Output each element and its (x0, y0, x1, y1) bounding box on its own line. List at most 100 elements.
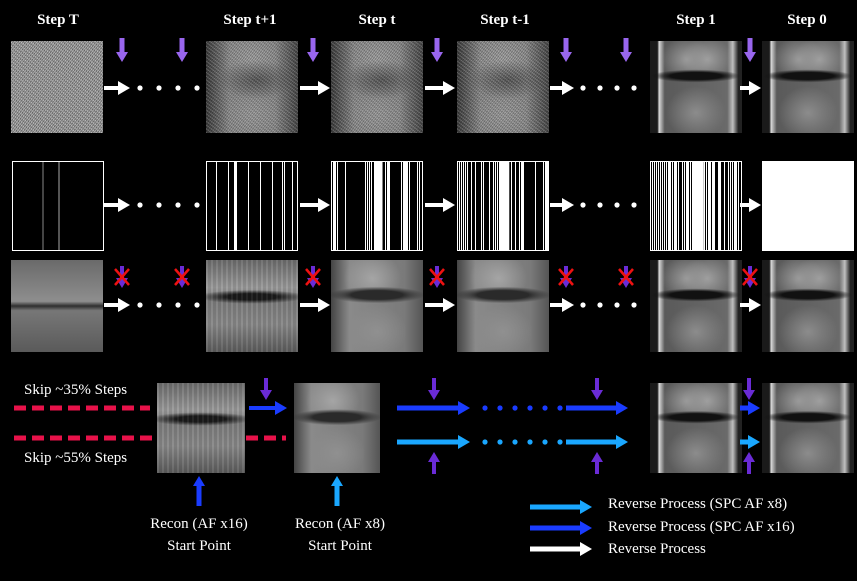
row4-purple-up-c-head (743, 452, 755, 462)
row1-arrow-d-head (562, 81, 574, 95)
legend-light-arrow-head (580, 500, 592, 514)
row4-blue-arrow-c-head (616, 401, 628, 415)
row3-arrow-e-head (749, 298, 761, 312)
row3-dot (631, 302, 637, 308)
mask-line (272, 162, 273, 250)
mask-line (467, 162, 468, 250)
row2-dot (597, 202, 603, 208)
row4-blue-arrow-b-head (458, 401, 470, 415)
row2-arrow-d-head (562, 198, 574, 212)
mask-line (493, 162, 494, 250)
mask-line (712, 162, 715, 250)
row2-arrow-e-head (749, 198, 761, 212)
col-label-step-0: Step 0 (787, 12, 827, 28)
row3-image-step-0 (762, 260, 854, 352)
row3-cross-5 (618, 268, 634, 286)
mask-center-band (693, 162, 704, 250)
mask-line (656, 162, 657, 250)
row3-dot (175, 302, 181, 308)
row4-cyan-arrow-b-head (616, 435, 628, 449)
row2-mask-step-t-minus-1 (457, 161, 549, 251)
row3-cross-0 (114, 268, 130, 286)
row3-image-step-1 (650, 260, 742, 352)
mask-line (732, 162, 733, 250)
row3-dot (194, 302, 200, 308)
row2-dot (194, 202, 200, 208)
mask-line (495, 162, 496, 250)
row3-dot (137, 302, 143, 308)
mask-line (658, 162, 659, 250)
row4-blue-dot (482, 405, 488, 411)
mask-line (730, 162, 731, 250)
mask-line (417, 162, 418, 250)
mask-line (666, 162, 667, 250)
mask-line (216, 162, 217, 250)
row1-image-step-1 (650, 41, 742, 133)
mask-line (365, 162, 366, 250)
mask-line (401, 162, 402, 250)
row2-dot (156, 202, 162, 208)
mask-line (405, 162, 408, 250)
mask-line (682, 162, 683, 250)
mask-line (660, 162, 661, 250)
row1-image-step-T (11, 41, 103, 133)
mask-line (654, 162, 655, 250)
mask-line (674, 162, 677, 250)
row1-dot (156, 85, 162, 91)
mask-line (228, 162, 229, 250)
row1-dot (137, 85, 143, 91)
row2-mask-step-T (12, 161, 104, 251)
row1-image-step-t-plus-1 (206, 41, 298, 133)
mask-line (668, 162, 671, 250)
recon-af8-up-arrow-head (331, 476, 343, 486)
mask-line (284, 162, 285, 250)
row3-image-step-t-minus-1 (457, 260, 549, 352)
mask-center-band (374, 162, 383, 250)
recon-af16-label: Recon (AF x16) Start Point (129, 513, 269, 557)
row1-dot (597, 85, 603, 91)
row4-purple-up-b-head (591, 452, 603, 462)
row2-arrow-b-head (318, 198, 330, 212)
mask-line (724, 162, 725, 250)
row1-dot (194, 85, 200, 91)
row3-cross-1 (174, 268, 190, 286)
mask-line (497, 162, 498, 250)
mask-line (367, 162, 368, 250)
mask-line (662, 162, 663, 250)
row2-dot (137, 202, 143, 208)
row2-arrow-a-head (118, 198, 130, 212)
row3-cross-4 (558, 268, 574, 286)
row2-mask-step-t-plus-1 (206, 161, 298, 251)
row1-dot (614, 85, 620, 91)
mask-line (704, 162, 705, 250)
mask-line (481, 162, 482, 250)
legend-white-arrow-head (580, 542, 592, 556)
recon-af16-line1: Recon (AF x16) (150, 516, 248, 532)
row3-arrow-a-head (118, 298, 130, 312)
mask-line (545, 162, 548, 250)
mask-line (403, 162, 406, 250)
row2-mask-step-1 (650, 161, 742, 251)
recon-af16-image (157, 383, 245, 473)
row3-cross-3 (429, 268, 445, 286)
col-label-step-t: Step t (358, 12, 396, 28)
mask-line (337, 162, 338, 250)
row2-dot (580, 202, 586, 208)
row2-dot (175, 202, 181, 208)
row1-image-step-0 (762, 41, 854, 133)
row1-purple-arrow-0-head (116, 52, 128, 62)
row1-purple-arrow-2-head (307, 52, 319, 62)
mask-line (371, 162, 372, 250)
mask-line (419, 162, 420, 250)
mask-line (463, 162, 464, 250)
row2-mask-step-0 (762, 161, 854, 251)
recon-af16-line2: Start Point (167, 538, 231, 554)
mask-line (461, 162, 462, 250)
row1-purple-arrow-4-head (560, 52, 572, 62)
row3-dot (597, 302, 603, 308)
mask-line (676, 162, 677, 250)
row4-blue-dot (512, 405, 518, 411)
mask-line (728, 162, 729, 250)
